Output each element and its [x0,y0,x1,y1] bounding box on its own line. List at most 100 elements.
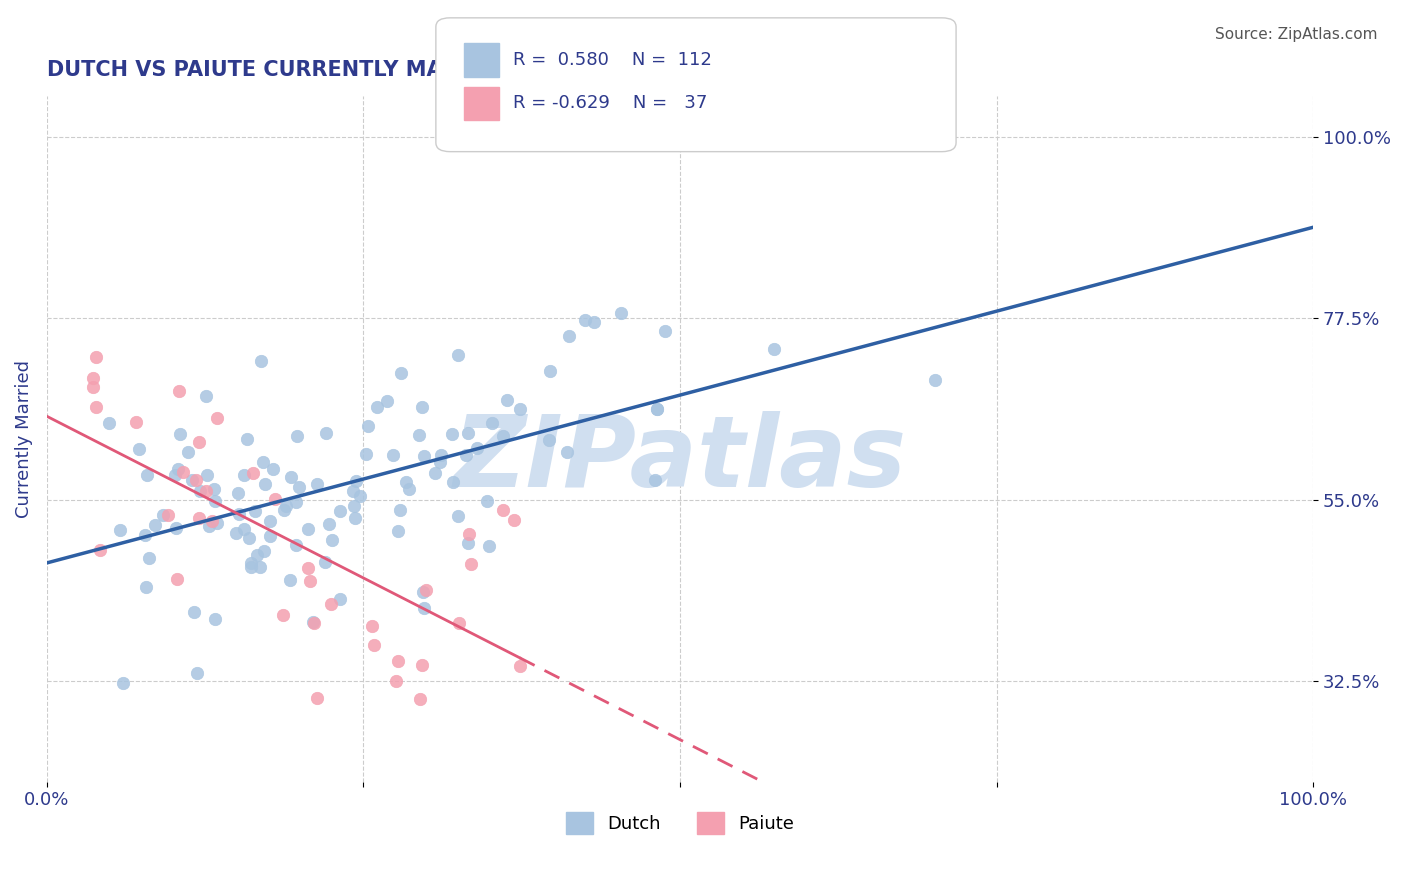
Point [274,499,297,513]
Point [204,494,226,508]
Point [441,426,464,441]
Point [183,605,205,619]
Point [457,425,479,440]
Point [188,511,211,525]
Point [204,612,226,626]
Point [82,371,104,385]
Point [315,425,337,440]
Point [394,475,416,490]
Point [415,582,437,597]
Point [249,353,271,368]
Point [195,483,218,498]
Point [180,473,202,487]
Point [167,462,190,476]
Point [278,573,301,587]
Point [363,638,385,652]
Text: DUTCH VS PAIUTE CURRENTLY MARRIED CORRELATION CHART: DUTCH VS PAIUTE CURRENTLY MARRIED CORREL… [46,60,770,79]
Point [457,527,479,541]
Point [245,504,267,518]
Point [297,522,319,536]
Point [202,482,225,496]
Point [285,428,308,442]
Point [574,313,596,327]
Point [492,503,515,517]
Point [167,384,190,399]
Point [254,476,277,491]
Text: ZIPatlas: ZIPatlas [454,411,907,508]
Y-axis label: Currently Married: Currently Married [15,360,32,518]
Point [225,525,247,540]
Point [409,692,432,706]
Point [166,572,188,586]
Point [430,448,453,462]
Point [240,560,263,574]
Point [228,508,250,522]
Point [271,607,294,622]
Point [169,427,191,442]
Point [343,499,366,513]
Point [582,315,605,329]
Point [412,449,434,463]
Point [492,429,515,443]
Point [456,448,478,462]
Point [478,539,501,553]
Point [389,503,412,517]
Point [375,393,398,408]
Point [411,401,433,415]
Point [108,524,131,538]
Point [318,516,340,531]
Point [344,511,367,525]
Point [249,560,271,574]
Point [172,465,194,479]
Point [195,389,218,403]
Point [344,475,367,489]
Point [238,531,260,545]
Point [429,454,451,468]
Point [412,601,434,615]
Text: Source: ZipAtlas.com: Source: ZipAtlas.com [1215,27,1378,42]
Point [195,467,218,482]
Point [441,475,464,490]
Point [319,597,342,611]
Point [412,585,434,599]
Point [252,455,274,469]
Point [329,592,352,607]
Point [98,416,121,430]
Point [82,380,104,394]
Point [385,673,408,688]
Point [610,305,633,319]
Point [135,580,157,594]
Point [89,543,111,558]
Point [253,544,276,558]
Point [360,619,382,633]
Point [165,520,187,534]
Point [242,466,264,480]
Point [314,555,336,569]
Point [555,445,578,459]
Point [329,504,352,518]
Point [288,480,311,494]
Point [382,448,405,462]
Point [509,659,531,673]
Point [259,515,281,529]
Point [302,615,325,630]
Point [387,524,409,538]
Point [342,483,364,498]
Point [198,519,221,533]
Point [538,433,561,447]
Point [297,560,319,574]
Point [645,401,668,416]
Point [259,528,281,542]
Point [262,462,284,476]
Point [186,665,208,680]
Point [447,616,470,631]
Point [201,514,224,528]
Point [477,493,499,508]
Point [349,489,371,503]
Point [236,432,259,446]
Point [125,415,148,429]
Point [232,522,254,536]
Point [495,392,517,407]
Point [190,483,212,498]
Point [924,373,946,387]
